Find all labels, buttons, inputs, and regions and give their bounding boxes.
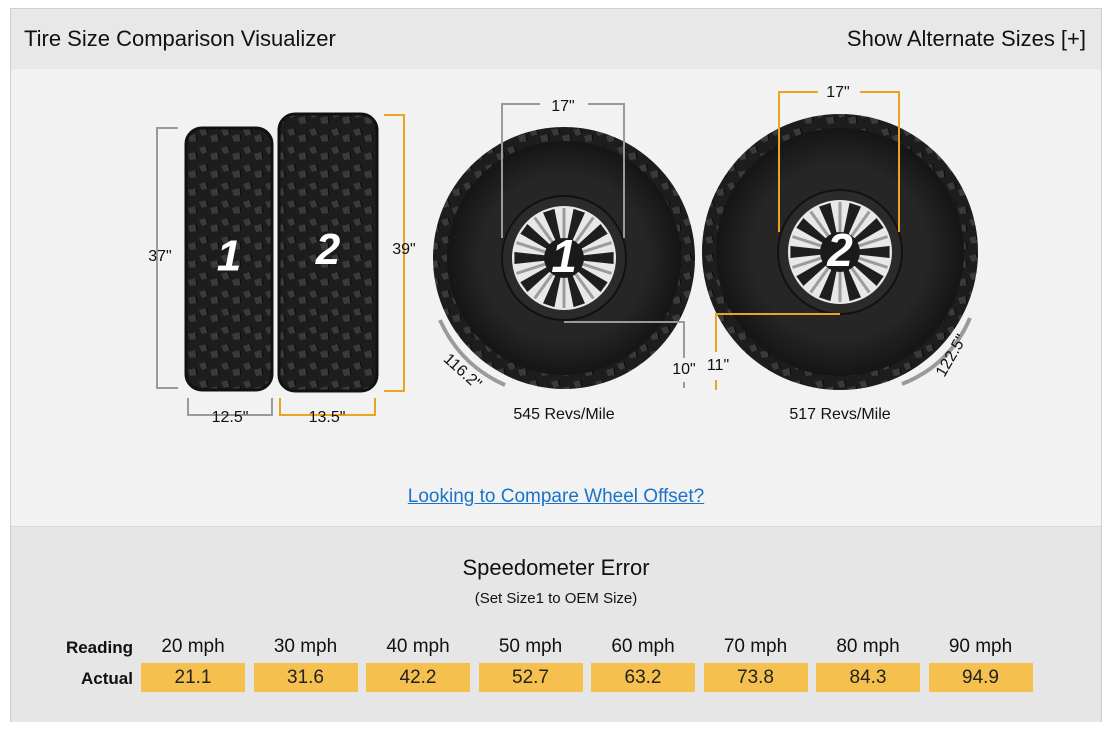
drawing-layer: 1 237" 39"12.5" 13.5"1 217"17"10" 11"116.2" 12… (148, 84, 978, 426)
spoke (853, 246, 890, 258)
spoke (819, 264, 838, 302)
reading-value: 20 mph (161, 636, 225, 657)
reading-value: 30 mph (273, 636, 338, 657)
wheel-bracket (588, 103, 625, 238)
height-label: 37" (148, 248, 171, 265)
offset-link[interactable]: Looking to Compare Wheel Offset? (407, 486, 705, 507)
height-bracket (384, 114, 405, 392)
circumference-arrow (901, 317, 972, 386)
wheel-bracket (860, 91, 900, 232)
spoke (819, 202, 838, 240)
spoke-gap (809, 267, 830, 294)
actual-label: Actual (81, 669, 133, 688)
hub (820, 232, 860, 272)
actual-value: 63.2 (591, 663, 695, 692)
spoke (850, 258, 884, 286)
reading-value: 90 mph (948, 636, 1013, 657)
spoke-gap (515, 241, 546, 254)
spoke (520, 224, 554, 252)
hub (544, 238, 584, 278)
width-bracket (279, 398, 376, 416)
reading-value: 50 mph (498, 636, 563, 657)
spoke-gap (850, 210, 871, 237)
wheel-bracket (501, 103, 540, 238)
spoke (566, 270, 585, 308)
width-label: 13.5" (309, 409, 346, 426)
width-label: 12.5" (212, 409, 249, 426)
spoke (850, 218, 884, 246)
tire-number: 2 (315, 225, 341, 274)
spoke-gap (533, 216, 554, 243)
sidewall-bracket (715, 313, 840, 352)
visualizer: Tire Size Comparison Visualizer Show Alt… (10, 8, 1102, 722)
speedometer-subtitle: (Set Size1 to OEM Size) (474, 590, 638, 607)
actual-value: 94.9 (928, 663, 1033, 692)
tire-side-shade (277, 112, 379, 393)
reading-value: 60 mph (611, 636, 675, 657)
speedometer-title: Speedometer Error (462, 555, 650, 580)
wheel-number: 1 (551, 230, 577, 282)
spoke (514, 252, 551, 264)
spoke-gap (858, 256, 889, 269)
wheel-number: 2 (826, 224, 853, 276)
reading-value: 80 mph (836, 636, 900, 657)
wheel-label: 17" (826, 84, 849, 101)
tire-side (279, 114, 377, 391)
spoke (543, 270, 562, 308)
spoke-gap (574, 273, 595, 300)
reading-value: 40 mph (386, 636, 450, 657)
spoke-gap (582, 262, 613, 275)
spoke-gap (515, 262, 546, 275)
revs-label: 545 Revs/Mile (513, 406, 614, 423)
spoke (842, 264, 861, 302)
height-label: 39" (392, 241, 415, 258)
revs-label: 517 Revs/Mile (789, 406, 890, 423)
spoke (796, 258, 830, 286)
wheel-label: 17" (551, 98, 574, 115)
tire-side (186, 128, 272, 390)
title: Tire Size Comparison Visualizer (24, 26, 336, 51)
wheel-bracket (778, 91, 818, 232)
reading-label: Reading (65, 638, 133, 657)
reading-value: 70 mph (723, 636, 788, 657)
spoke (520, 264, 554, 292)
sidewall-label: 10" (672, 361, 695, 378)
spoke-gap (809, 210, 830, 237)
circumference-arrow (438, 319, 506, 387)
tire-side-shade (184, 126, 274, 392)
actual-value: 52.7 (478, 663, 583, 692)
spoke-gap (850, 267, 871, 294)
spoke-gap (858, 235, 889, 248)
sidewall-bracket (564, 321, 685, 358)
spoke (842, 202, 861, 240)
spoke (566, 208, 585, 246)
height-bracket (156, 127, 178, 389)
actual-value: 21.1 (141, 663, 245, 692)
actual-value: 84.3 (816, 663, 920, 692)
spoke-gap (533, 273, 554, 300)
spoke-gap (574, 216, 595, 243)
spoke (796, 218, 830, 246)
sidewall-label: 11" (707, 357, 729, 374)
actual-value: 42.2 (366, 663, 470, 692)
spoke (577, 252, 614, 264)
spoke-gap (791, 256, 822, 269)
spoke-gap (791, 235, 822, 248)
spoke (543, 208, 562, 246)
actual-value: 31.6 (253, 663, 358, 692)
spoke (574, 264, 608, 292)
toggle-alternate-sizes[interactable]: Show Alternate Sizes [+] (846, 26, 1086, 51)
width-bracket (187, 398, 273, 416)
tire-number: 1 (217, 232, 241, 281)
actual-value: 73.8 (703, 663, 808, 692)
spoke (790, 246, 827, 258)
spoke-gap (582, 241, 613, 254)
header: Tire Size Comparison Visualizer Show Alt… (11, 9, 1101, 69)
spoke (574, 224, 608, 252)
